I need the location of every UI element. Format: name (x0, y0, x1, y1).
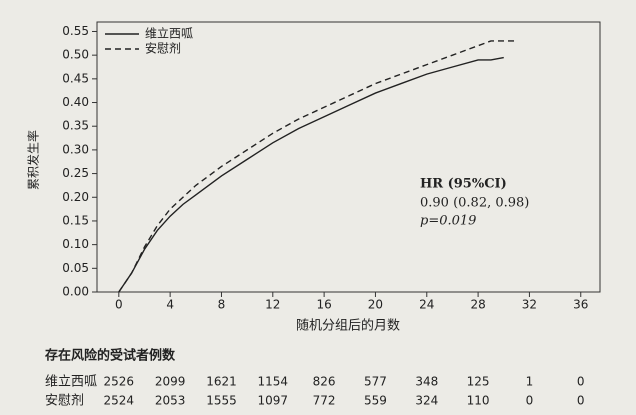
x-tick-label: 4 (166, 298, 174, 312)
risk-count: 772 (313, 394, 336, 408)
risk-count: 1097 (258, 394, 289, 408)
legend-label: 维立西呱 (145, 26, 193, 41)
y-tick-label: 0.05 (62, 261, 89, 275)
x-tick-label: 0 (115, 298, 123, 312)
risk-count: 348 (415, 375, 438, 389)
series-line (118, 40, 517, 293)
annotation: HR (95%CI) (420, 177, 507, 192)
risk-count: 2053 (155, 394, 186, 408)
risk-count: 577 (364, 375, 387, 389)
risk-count: 110 (467, 394, 490, 408)
y-tick-label: 0.45 (62, 71, 89, 85)
series-line (118, 56, 504, 293)
x-tick-label: 12 (265, 298, 280, 312)
x-tick-label: 24 (419, 298, 434, 312)
risk-count: 1555 (206, 394, 237, 408)
y-tick-label: 0.55 (62, 24, 89, 38)
x-tick-label: 16 (316, 298, 331, 312)
y-tick-label: 0.10 (62, 237, 89, 251)
risk-count: 1621 (206, 375, 237, 389)
risk-count: 1 (526, 375, 534, 389)
annotation: p=0.019 (420, 214, 476, 229)
y-tick-label: 0.00 (62, 285, 89, 299)
risk-count: 0 (526, 394, 534, 408)
x-tick-label: 20 (368, 298, 383, 312)
risk-count: 0 (577, 375, 585, 389)
risk-count: 1154 (258, 375, 289, 389)
y-tick-label: 0.35 (62, 119, 89, 133)
risk-count: 324 (415, 394, 438, 408)
annotation: 0.90 (0.82, 0.98) (420, 196, 529, 211)
x-tick-label: 32 (522, 298, 537, 312)
y-tick-label: 0.20 (62, 190, 89, 204)
y-tick-label: 0.30 (62, 142, 89, 156)
risk-count: 2524 (104, 394, 135, 408)
y-tick-label: 0.15 (62, 213, 89, 227)
y-axis-label: 累积发生率 (26, 130, 41, 190)
x-tick-label: 8 (218, 298, 226, 312)
x-tick-label: 36 (573, 298, 588, 312)
y-tick-label: 0.50 (62, 48, 89, 62)
risk-count: 559 (364, 394, 387, 408)
risk-count: 2099 (155, 375, 186, 389)
risk-row-name: 安慰剂 (45, 394, 84, 409)
x-tick-label: 28 (470, 298, 485, 312)
y-tick-label: 0.25 (62, 166, 89, 180)
plot-frame (96, 21, 601, 293)
legend-label: 安慰剂 (145, 41, 181, 56)
risk-count: 826 (313, 375, 336, 389)
risk-count: 125 (467, 375, 490, 389)
risk-count: 2526 (104, 375, 135, 389)
y-tick-label: 0.40 (62, 95, 89, 109)
risk-table-title: 存在风险的受试者例数 (45, 348, 176, 364)
risk-count: 0 (577, 394, 585, 408)
risk-row-name: 维立西呱 (45, 374, 97, 390)
x-axis-label: 随机分组后的月数 (296, 318, 400, 334)
